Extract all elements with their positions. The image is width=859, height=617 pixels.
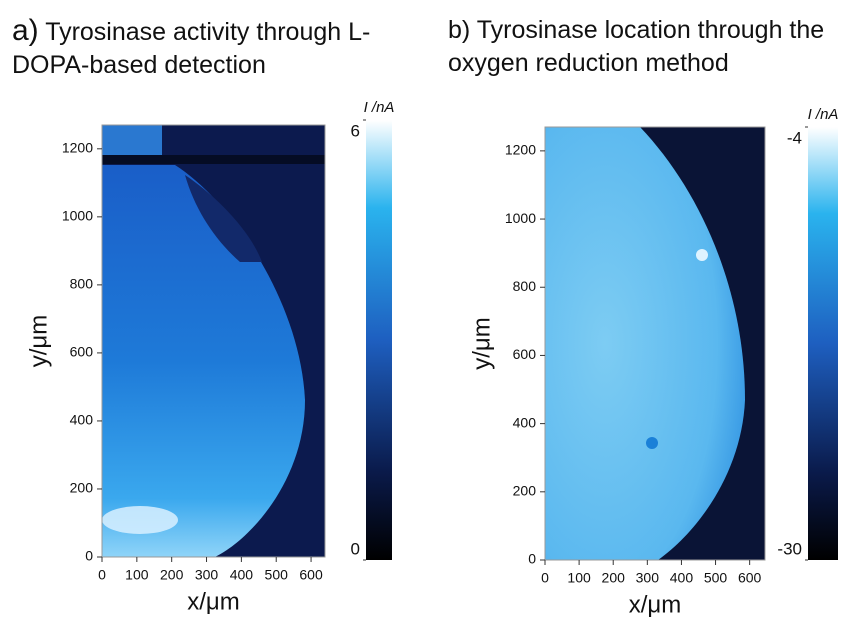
x-tick-label: 0 xyxy=(541,570,549,586)
y-tick-label: 0 xyxy=(85,548,93,564)
y-tick-label: 600 xyxy=(70,344,94,360)
colorbar-label: I /nA xyxy=(364,99,395,116)
x-tick-label: 200 xyxy=(160,567,184,583)
heatmap-image xyxy=(102,125,325,557)
y-tick-label: 200 xyxy=(513,483,537,499)
colorbar xyxy=(366,120,392,560)
x-tick-label: 100 xyxy=(567,570,591,586)
y-tick-label: 1000 xyxy=(505,210,536,226)
colorbar xyxy=(808,127,838,560)
x-tick-label: 400 xyxy=(670,570,694,586)
x-tick-label: 500 xyxy=(704,570,728,586)
y-tick-label: 200 xyxy=(70,480,94,496)
x-tick-label: 300 xyxy=(636,570,660,586)
y-tick-label: 1200 xyxy=(505,142,536,158)
y-tick-label: 1000 xyxy=(62,208,93,224)
y-tick-label: 1200 xyxy=(62,140,93,156)
y-tick-label: 600 xyxy=(513,346,537,362)
y-tick-label: 800 xyxy=(513,278,537,294)
colorbar-tick-label: -4 xyxy=(787,128,802,147)
y-tick-label: 800 xyxy=(70,276,94,292)
y-tick-label: 400 xyxy=(513,414,537,430)
x-tick-label: 200 xyxy=(602,570,626,586)
x-tick-label: 400 xyxy=(230,567,254,583)
x-tick-label: 500 xyxy=(265,567,289,583)
colorbar-tick-label: 6 xyxy=(351,121,360,140)
y-axis-label: y/μm xyxy=(468,317,495,370)
colorbar-label: I /nA xyxy=(808,106,839,123)
x-tick-label: 600 xyxy=(299,567,323,583)
x-axis-label: x/μm xyxy=(187,588,240,615)
y-axis-label: y/μm xyxy=(25,315,52,368)
x-axis-label: x/μm xyxy=(629,591,682,617)
y-tick-label: 400 xyxy=(70,412,94,428)
y-tick-label: 0 xyxy=(528,551,536,567)
figure: 0100200300400500600020040060080010001200… xyxy=(0,0,859,617)
x-tick-label: 0 xyxy=(98,567,106,583)
x-tick-label: 300 xyxy=(195,567,219,583)
x-tick-label: 100 xyxy=(125,567,149,583)
page: {"chart_data": [ {"type": "heatmap", "pa… xyxy=(0,0,859,617)
x-tick-label: 600 xyxy=(738,570,762,586)
colorbar-tick-label: -30 xyxy=(777,539,802,558)
colorbar-tick-label: 0 xyxy=(351,539,360,558)
heatmap-image xyxy=(545,127,765,560)
